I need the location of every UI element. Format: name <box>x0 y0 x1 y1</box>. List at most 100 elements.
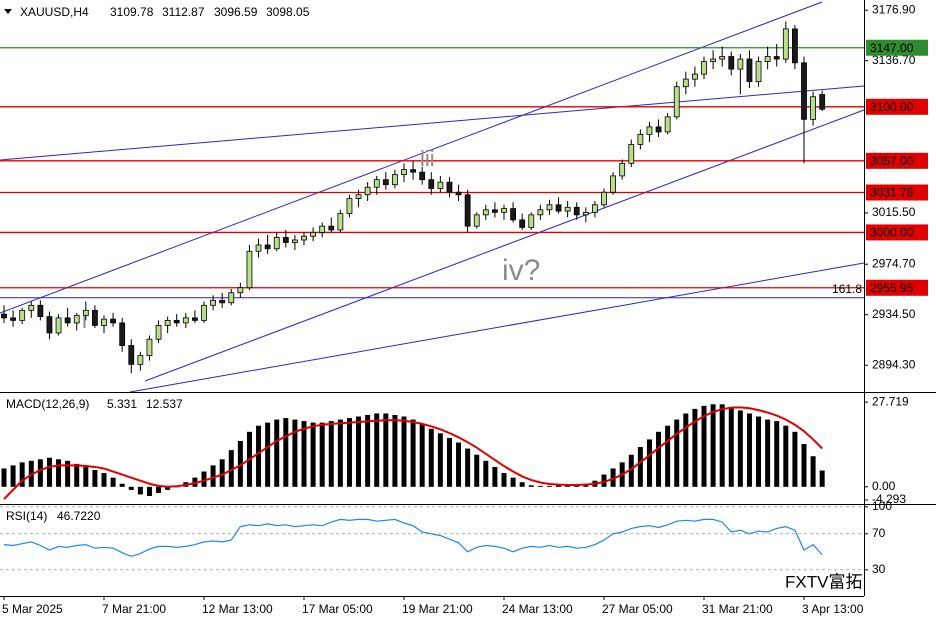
candle-body <box>310 232 316 237</box>
macd-bar <box>19 462 25 487</box>
level-label: 3031.78 <box>870 186 914 200</box>
candle-body <box>282 237 289 243</box>
candle-body <box>382 179 389 186</box>
y-tick-label: 0.00 <box>872 479 896 493</box>
candle-body <box>37 304 44 318</box>
candle-body <box>473 214 480 227</box>
candle-body <box>155 325 162 340</box>
candle-body <box>564 206 571 212</box>
candle-body <box>482 209 489 216</box>
candle-body <box>228 292 235 304</box>
candle-body <box>755 61 762 83</box>
candle-body <box>528 214 535 228</box>
macd-value: 5.331 <box>107 397 137 411</box>
candle-body <box>664 116 671 133</box>
macd-bar <box>83 466 89 487</box>
candle-body <box>182 317 189 324</box>
candle-body <box>164 319 171 326</box>
macd-bar <box>510 477 516 487</box>
candle-body <box>101 318 107 326</box>
candle-body <box>464 194 471 227</box>
macd-bar <box>483 460 489 487</box>
y-tick-label: 27.719 <box>872 394 909 408</box>
level-tag <box>866 184 928 201</box>
macd-bar <box>374 413 380 487</box>
macd-bar <box>119 483 125 487</box>
macd-bar <box>337 419 343 487</box>
candle-body <box>610 175 616 193</box>
macd-bar <box>637 447 643 487</box>
candle-body <box>455 191 462 196</box>
candle-body <box>173 319 180 324</box>
candle-body <box>373 179 380 188</box>
macd-bar <box>683 413 689 487</box>
candle-body <box>119 322 126 346</box>
macd-bar <box>201 471 207 487</box>
macd-bar <box>346 418 352 487</box>
candle-body <box>619 162 626 177</box>
candle-body <box>292 239 298 243</box>
trend-line <box>0 1 823 314</box>
ohlc-low: 3096.59 <box>214 5 258 19</box>
macd-bar <box>237 440 243 487</box>
candle-body <box>346 198 353 214</box>
macd-bar <box>819 470 825 487</box>
macd-bar <box>365 415 371 487</box>
macd-bar <box>646 439 652 487</box>
trend-line <box>129 262 865 393</box>
trend-line <box>0 85 865 161</box>
macd-bar <box>628 454 634 487</box>
y-tick-label: 2974.70 <box>872 256 916 270</box>
macd-bar <box>165 486 171 490</box>
macd-bar <box>501 473 507 487</box>
level-label: 3057.00 <box>870 154 914 168</box>
wave-label: iv? <box>502 254 540 287</box>
chart-title: XAUUSD,H4 <box>20 5 89 19</box>
candle-body <box>637 134 644 145</box>
candle-body <box>146 338 153 356</box>
menu-arrow <box>4 9 12 14</box>
candle-body <box>728 56 735 70</box>
fib-label: 161.8 <box>832 282 862 296</box>
macd-signal-value: 12.537 <box>146 397 183 411</box>
candle-body <box>237 287 244 294</box>
candle-body <box>764 56 771 62</box>
macd-bar <box>801 444 807 487</box>
candle-body <box>128 345 135 365</box>
x-tick-label: 5 Mar 2025 <box>2 602 63 616</box>
candle-body <box>801 62 807 120</box>
rsi-line <box>3 518 823 557</box>
candle-body <box>719 56 726 60</box>
candle-body <box>55 317 62 334</box>
macd-bar <box>710 404 716 487</box>
macd-bar <box>74 463 80 487</box>
macd-bar <box>446 437 452 487</box>
ohlc-high: 3112.87 <box>162 5 205 19</box>
candle-body <box>219 299 226 304</box>
level-tag <box>866 98 928 115</box>
frame <box>0 0 936 597</box>
candle-body <box>682 78 689 88</box>
channel-lines <box>0 1 865 393</box>
candle-body <box>819 94 826 110</box>
candle-body <box>737 58 744 70</box>
macd-bar <box>65 460 71 487</box>
candle-body <box>501 208 507 213</box>
macd-bar <box>437 433 443 487</box>
y-tick-label: 100 <box>872 499 892 513</box>
candle-body <box>792 28 798 64</box>
candle-body <box>582 211 589 216</box>
candle-body <box>592 204 598 213</box>
macd-bar <box>792 431 798 487</box>
candle-body <box>319 225 326 233</box>
macd-bar <box>101 473 107 487</box>
x-tick-label: 27 Mar 05:00 <box>602 602 673 616</box>
candle-body <box>201 304 207 321</box>
x-tick-label: 19 Mar 21:00 <box>402 602 473 616</box>
level-label: 2955.95 <box>870 281 914 295</box>
x-tick-label: 3 Apr 13:00 <box>802 602 864 616</box>
candle-body <box>782 28 789 60</box>
macd-bar <box>746 413 752 487</box>
macd-bar <box>565 485 571 487</box>
